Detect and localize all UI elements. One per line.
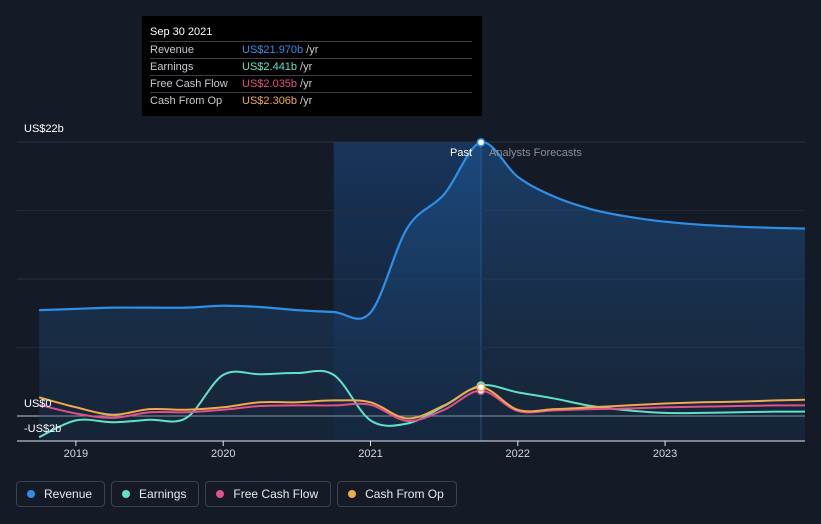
- x-tick-label: 2020: [210, 448, 236, 460]
- x-tick-label: 2019: [63, 448, 89, 460]
- y-axis-label-top: US$22b: [24, 123, 64, 135]
- series-lines: [38, 141, 806, 439]
- tooltip-label: Free Cash Flow: [150, 78, 228, 90]
- legend-item-free-cash-flow[interactable]: Free Cash Flow: [205, 481, 332, 507]
- legend-item-earnings[interactable]: Earnings: [111, 481, 200, 507]
- forecast-label: Analysts Forecasts: [489, 147, 582, 159]
- tooltip-unit: /yr: [306, 44, 319, 56]
- revenue-area-fill: [39, 142, 806, 441]
- hover-markers: [476, 137, 486, 396]
- legend-label: Cash From Op: [365, 487, 444, 501]
- revenue-line: [39, 141, 806, 320]
- tooltip-value: US$2.441b: [242, 61, 298, 73]
- revenue-area: [39, 142, 806, 441]
- cfo-dot-icon: [348, 490, 357, 498]
- y-axis-label-negative: -US$2b: [24, 423, 62, 435]
- x-tick-label: 2023: [652, 448, 678, 460]
- free-cash-flow-line: [38, 389, 806, 422]
- tooltip-label: Revenue: [150, 44, 195, 56]
- tooltip-unit: /yr: [300, 61, 313, 73]
- fcf-dot-icon: [216, 490, 225, 498]
- tooltip-value: US$21.970b: [242, 44, 304, 56]
- revenue-point: [476, 137, 486, 147]
- earnings-line: [38, 369, 806, 439]
- past-label: Past: [450, 147, 473, 159]
- tooltip-row-revenue: Revenue US$21.970b /yr: [150, 41, 472, 58]
- tooltip-label: Cash From Op: [150, 95, 223, 107]
- legend-label: Free Cash Flow: [233, 487, 319, 501]
- cash-from-op-point: [476, 382, 486, 392]
- legend-item-revenue[interactable]: Revenue: [16, 481, 106, 507]
- tooltip-value: US$2.306b: [242, 95, 298, 107]
- revenue-dot-icon: [27, 490, 35, 498]
- tooltip-value: US$2.035b: [242, 78, 298, 90]
- tooltip-row-earnings: Earnings US$2.441b /yr: [150, 58, 472, 75]
- legend-label: Revenue: [44, 487, 93, 501]
- data-tooltip: Sep 30 2021 Revenue US$21.970b /yr Earni…: [142, 16, 482, 116]
- tooltip-unit: /yr: [300, 95, 313, 107]
- earnings-dot-icon: [122, 490, 131, 498]
- x-tick-label: 2022: [505, 448, 531, 460]
- x-tick-label: 2021: [358, 448, 383, 460]
- tooltip-label: Earnings: [150, 61, 194, 73]
- legend-item-cash-from-op[interactable]: Cash From Op: [337, 481, 457, 507]
- chart-legend: Revenue Earnings Free Cash Flow Cash Fro…: [16, 481, 457, 507]
- x-axis: [17, 440, 805, 446]
- tooltip-date: Sep 30 2021: [150, 26, 213, 38]
- tooltip-unit: /yr: [300, 78, 313, 90]
- tooltip-row-cash-from-op: Cash From Op US$2.306b /yr: [150, 92, 472, 109]
- legend-label: Earnings: [139, 487, 187, 501]
- y-axis-label-zero: US$0: [24, 398, 52, 410]
- tooltip-row-free-cash-flow: Free Cash Flow US$2.035b /yr: [150, 75, 472, 92]
- cash-from-op-line: [38, 386, 806, 420]
